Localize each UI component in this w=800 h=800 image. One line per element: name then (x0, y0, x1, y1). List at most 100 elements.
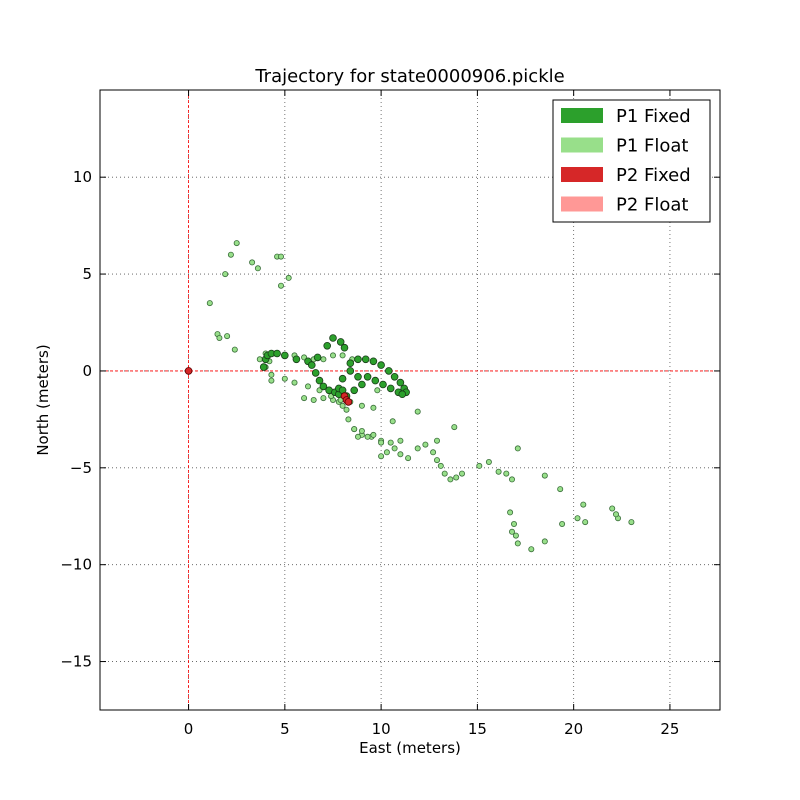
y-tick-label: −5 (70, 459, 92, 477)
legend: P1 Fixed P1 Float P2 Fixed P2 Float (552, 99, 711, 223)
p1-float-point (557, 486, 564, 493)
p1-fixed-point (350, 386, 359, 395)
p1-fixed-point (307, 361, 316, 369)
p1-float-point (301, 395, 308, 402)
p1-float-point (613, 511, 620, 518)
p1-fixed-point (280, 351, 289, 360)
p1-fixed-point (273, 349, 281, 358)
p1-float-point (582, 519, 589, 526)
y-tick-label: 10 (73, 168, 92, 186)
p1-fixed-point (340, 343, 349, 352)
p1-fixed-point (354, 355, 362, 364)
p1-fixed-point (379, 380, 387, 389)
p1-float-point (574, 515, 581, 522)
p1-fixed-point (369, 357, 378, 366)
p1-float-point (510, 521, 517, 528)
p1-float-point (370, 431, 377, 438)
p1-fixed-point (398, 390, 407, 399)
p1-fixed-point (361, 355, 370, 364)
data-points (184, 240, 635, 553)
p1-float-point (508, 476, 515, 483)
y-tick-label: 0 (82, 362, 92, 380)
p1-float-point (216, 334, 223, 341)
legend-label: P1 Float (616, 136, 688, 157)
p1-float-point (281, 375, 288, 382)
p1-fixed-point (336, 338, 345, 346)
p1-float-point (485, 458, 492, 465)
p1-fixed-point (292, 355, 301, 364)
p1-fixed-point (319, 382, 328, 391)
legend-swatch (561, 167, 603, 182)
p1-float-point (391, 445, 398, 452)
y-tick-label: 5 (82, 265, 92, 283)
p1-float-point (453, 474, 460, 481)
p1-float-point (256, 356, 263, 363)
p1-float-point (495, 468, 502, 475)
p1-float-point (430, 449, 437, 456)
p1-float-point (447, 476, 454, 483)
p1-float-point (476, 462, 483, 469)
p1-float-point (268, 371, 275, 378)
chart-title: Trajectory for state0000906.pickle (254, 66, 564, 87)
p1-float-point (397, 451, 404, 458)
p1-float-point (441, 470, 448, 477)
reference-lines (100, 90, 720, 710)
p1-float-point (343, 406, 350, 413)
p2-fixed-point (344, 398, 353, 406)
x-tick-label: 20 (564, 720, 583, 738)
p1-fixed-point (358, 380, 366, 389)
p1-float-point (285, 274, 292, 281)
x-tick-label: 0 (184, 720, 194, 738)
plot-frame (99, 89, 721, 711)
p1-float-point (320, 395, 327, 402)
p1-float-point (277, 282, 284, 289)
p1-fixed-point (354, 372, 362, 381)
p1-float-point (628, 519, 635, 526)
p1-float-point (397, 437, 404, 444)
p1-fixed-point (315, 376, 324, 385)
p1-float-point (224, 333, 231, 340)
p1-float-point (233, 240, 240, 247)
legend-swatch (561, 108, 603, 123)
p1-float-point (320, 356, 327, 363)
p1-fixed-point (311, 369, 320, 377)
p2-fixed-point (184, 367, 193, 375)
p1-float-point (364, 433, 371, 440)
p1-fixed-point (396, 378, 405, 387)
p1-float-point (458, 470, 465, 477)
p1-fixed-point (323, 341, 332, 350)
p1-float-point (254, 265, 261, 272)
p1-fixed-point (346, 359, 355, 368)
p1-float-point (528, 546, 535, 553)
p1-fixed-point (371, 376, 380, 385)
p1-float-point (387, 439, 394, 446)
p1-float-point (414, 408, 421, 415)
p1-float-point (433, 457, 440, 464)
x-tick-label: 25 (660, 720, 679, 738)
p1-float-point (345, 416, 352, 423)
legend-label: P2 Fixed (616, 165, 691, 186)
p1-float-point (339, 402, 346, 409)
p1-float-point (389, 418, 396, 425)
p1-float-point (231, 346, 238, 353)
p1-float-point (227, 251, 234, 258)
p1-float-point (541, 472, 548, 479)
p1-float-point (351, 426, 358, 433)
p1-float-point (559, 521, 566, 528)
p1-float-point (358, 402, 365, 409)
p1-float-point (268, 377, 275, 384)
legend-swatch (561, 196, 603, 212)
p1-float-point (437, 462, 444, 469)
p1-float-point (512, 532, 519, 539)
p1-float-point (414, 445, 421, 452)
p1-float-point (374, 387, 381, 394)
p1-float-point (329, 352, 336, 359)
p1-fixed-point (377, 361, 385, 369)
p1-float-point (609, 505, 616, 512)
p1-fixed-point (363, 372, 372, 381)
legend-swatch (561, 137, 603, 153)
p1-float-point (508, 528, 515, 535)
p1-float-point (514, 540, 521, 547)
p1-float-point (370, 404, 377, 411)
